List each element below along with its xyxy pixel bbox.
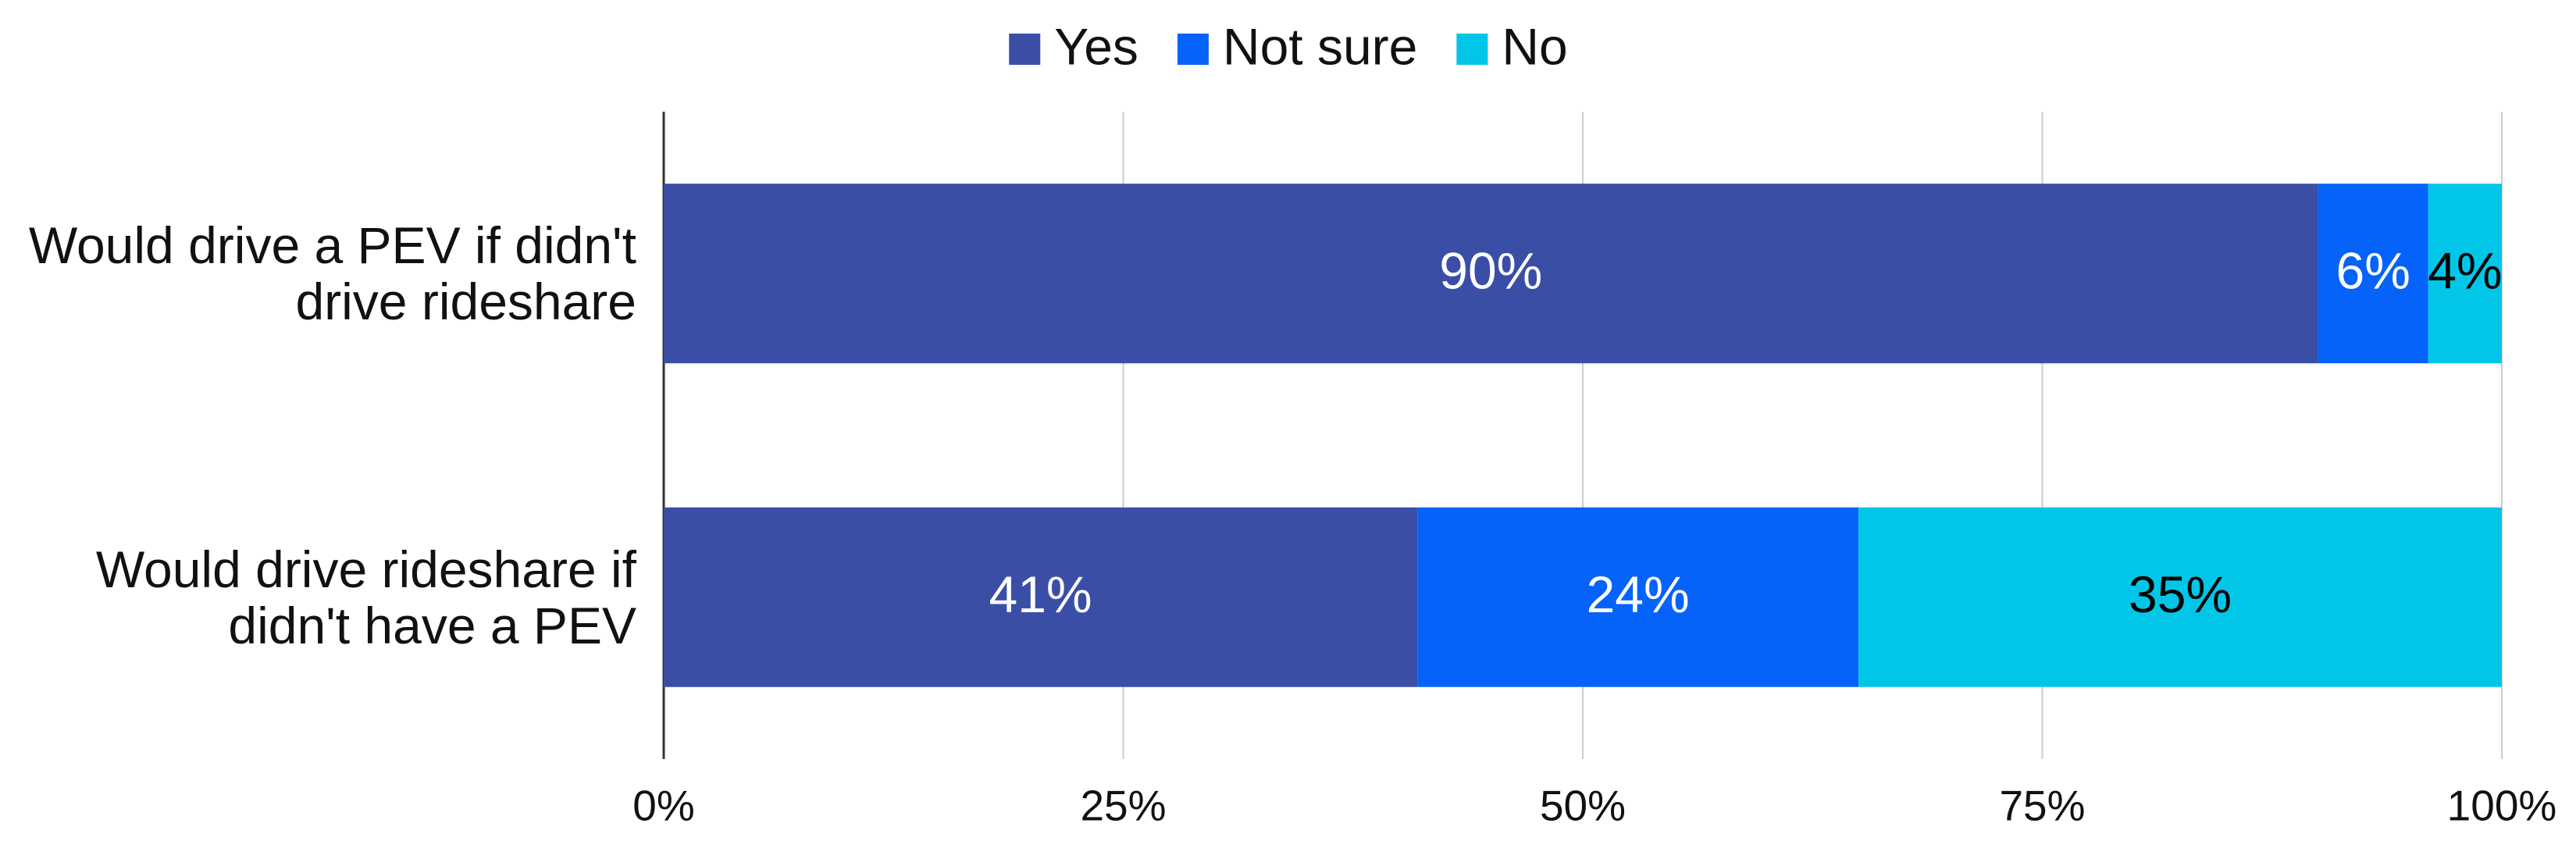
legend-swatch [1009, 34, 1041, 65]
value-label: 4% [2428, 242, 2502, 300]
bar-segment [1858, 507, 2502, 687]
x-tick-label: 0% [632, 782, 695, 830]
category-label: Would drive rideshare if didn't have a P… [95, 540, 636, 654]
x-tick-label: 75% [1999, 782, 2085, 830]
value-label: 90% [1439, 242, 1542, 300]
category-label: Would drive a PEV if didn't drive ridesh… [28, 216, 636, 331]
bar-segment [2428, 184, 2502, 364]
bar-segment [2318, 184, 2428, 364]
x-tick-label: 25% [1080, 782, 1166, 830]
legend-label: No [1502, 17, 1567, 75]
x-tick-label: 100% [2447, 782, 2557, 830]
value-label: 24% [1587, 565, 1690, 623]
legend-swatch [1177, 34, 1209, 65]
value-label: 6% [2336, 242, 2410, 300]
legend-label: Yes [1054, 17, 1138, 75]
x-tick-label: 50% [1540, 782, 1626, 830]
bar-segment [664, 507, 1418, 687]
bar-segment [1417, 507, 1859, 687]
bar-segment [664, 184, 2318, 364]
value-label: 41% [989, 565, 1092, 623]
legend-swatch [1456, 34, 1488, 65]
value-label: 35% [2129, 565, 2232, 623]
legend-label: Not sure [1223, 17, 1417, 75]
